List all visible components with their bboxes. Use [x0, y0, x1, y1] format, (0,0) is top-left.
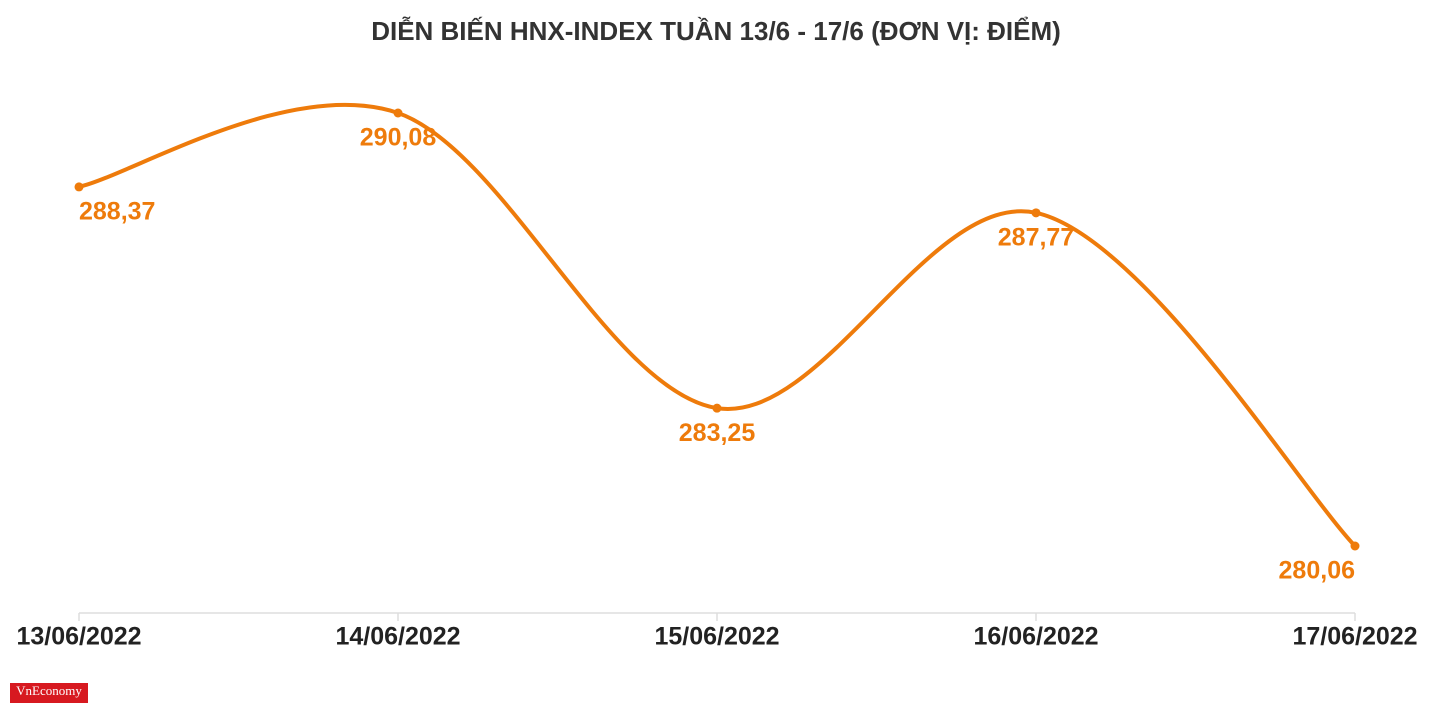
data-label: 283,25 — [679, 419, 756, 447]
x-tick-label: 15/06/2022 — [654, 623, 779, 651]
logo-box — [10, 683, 88, 703]
x-tick-label: 17/06/2022 — [1292, 623, 1417, 651]
logo: VnEconomy — [16, 683, 82, 698]
x-tick-label: 13/06/2022 — [16, 623, 141, 651]
x-tick-label: 14/06/2022 — [335, 623, 460, 651]
data-label: 288,37 — [79, 198, 155, 226]
data-label: 287,77 — [998, 223, 1074, 251]
chart-title: DIỄN BIẾN HNX-INDEX TUẦN 13/6 - 17/6 (ĐƠ… — [371, 16, 1061, 46]
point — [1031, 208, 1041, 218]
data-label: 280,06 — [1279, 557, 1355, 585]
point — [1350, 541, 1360, 551]
line — [78, 102, 1357, 548]
point — [712, 403, 722, 413]
point — [74, 182, 84, 192]
x-tick-label: 16/06/2022 — [973, 623, 1098, 651]
data-label: 290,08 — [360, 124, 437, 152]
point — [393, 108, 403, 118]
